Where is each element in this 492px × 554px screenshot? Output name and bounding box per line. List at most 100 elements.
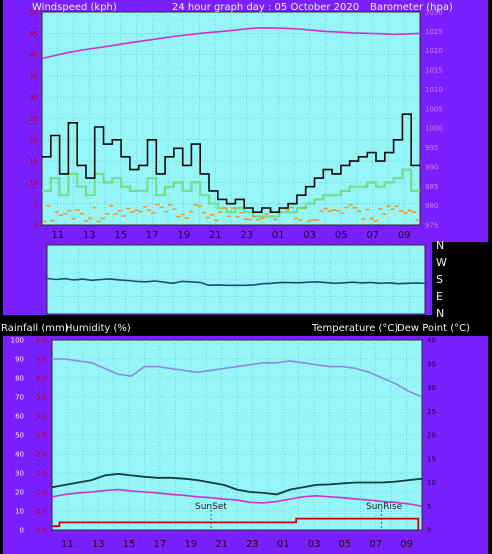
wind-low-mark <box>226 215 231 218</box>
wind-low-mark <box>151 212 156 214</box>
barometer-tick-label: 1025 <box>425 28 443 36</box>
wind-hour-tick-label: 13 <box>83 230 96 241</box>
wind-hour-tick-label: 01 <box>272 230 285 241</box>
wind-hour-tick-label: 05 <box>335 230 348 241</box>
barometer-tick-label: 995 <box>425 144 438 152</box>
wind-low-mark <box>331 209 336 211</box>
wind-low-mark <box>100 217 105 220</box>
wind-low-mark <box>361 218 366 220</box>
humidity-tick-label: 10 <box>15 508 24 516</box>
wind-low-mark <box>168 204 173 206</box>
temperature-tick-label: 0 <box>427 527 431 535</box>
wind-low-mark <box>205 216 210 219</box>
wind-speed-tick-label: 25 <box>29 115 38 123</box>
wind-speed-tick-label: 50 <box>29 9 38 17</box>
wind-low-mark <box>340 212 345 214</box>
barometer-tick-label: 980 <box>425 202 438 210</box>
wind-low-mark <box>189 210 194 213</box>
rainfall-tick-label: 3.5 <box>36 394 47 402</box>
barometer-tick-label: 985 <box>425 183 438 191</box>
wind-low-mark <box>294 217 299 220</box>
wind-low-mark <box>197 205 202 207</box>
wind-low-mark <box>352 206 357 209</box>
wind-speed-tick-label: 30 <box>29 94 38 102</box>
wind-low-mark <box>184 217 189 219</box>
temp-series <box>51 358 423 530</box>
direction-label-e: E <box>436 290 443 303</box>
wind-low-mark <box>84 220 89 222</box>
wind-low-mark <box>159 206 164 209</box>
graph-title: 24 hour graph day : 05 October 2020 <box>172 2 359 13</box>
wind-low-mark <box>218 211 223 213</box>
wind-hour-tick-label: 03 <box>303 230 316 241</box>
wind-low-mark <box>201 211 206 214</box>
direction-label-s: S <box>436 273 443 286</box>
temperature-tick-label: 10 <box>427 479 436 487</box>
temp-hour-tick-label: 17 <box>154 539 167 550</box>
wind-hour-tick-label: 17 <box>146 230 159 241</box>
wind-speed-tick-label: 5 <box>34 200 38 208</box>
temp-hour-tick-label: 07 <box>369 539 382 550</box>
wind-low-mark <box>155 203 160 206</box>
humidity-tick-label: 50 <box>15 432 24 440</box>
wind-low-mark <box>382 213 387 215</box>
wind-low-mark <box>327 210 332 212</box>
axis-ticks: 0510152025303540455097598098599099510001… <box>11 9 443 551</box>
wind-low-mark <box>357 210 362 213</box>
temperature-tick-label: 15 <box>427 455 436 463</box>
wind-low-mark <box>289 206 294 209</box>
wind-low-mark <box>411 211 416 213</box>
wind-low-mark <box>285 209 290 211</box>
wind-low-mark <box>193 204 198 206</box>
wind-low-mark <box>172 208 177 210</box>
wind-low-mark <box>134 209 139 212</box>
wind-low-mark <box>378 208 383 210</box>
wind-low-mark <box>210 213 215 216</box>
wind-low-mark <box>264 213 269 215</box>
rainfall-tick-label: 0.5 <box>36 508 47 516</box>
temperature-tick-label: 25 <box>427 408 436 416</box>
temperature-tick-label: 20 <box>427 432 436 440</box>
rainfall-tick-label: 5.0 <box>36 337 47 345</box>
wind-low-mark <box>399 210 404 212</box>
temperature-tick-label: 40 <box>427 337 436 345</box>
wind-low-mark <box>54 211 59 213</box>
dew-point-axis-title: Dew Point (°C) <box>397 323 470 334</box>
wind-low-mark <box>298 219 303 221</box>
wind-speed-tick-label: 15 <box>29 158 38 166</box>
humidity-tick-label: 60 <box>15 413 24 421</box>
humidity-tick-label: 40 <box>15 451 24 459</box>
wind-hour-tick-label: 23 <box>240 230 253 241</box>
wind-low-mark <box>42 220 47 223</box>
series-humidity-line <box>52 358 423 398</box>
wind-low-mark <box>235 215 240 218</box>
direction-label-w: W <box>436 256 447 269</box>
rainfall-tick-label: 1.5 <box>36 470 47 478</box>
temp-hour-tick-label: 13 <box>92 539 105 550</box>
temperature-axis-title: Temperature (°C) <box>311 323 398 334</box>
temp-hour-tick-label: 11 <box>61 539 74 550</box>
wind-low-mark <box>176 215 181 218</box>
barometer-tick-label: 1020 <box>425 47 443 55</box>
wind-low-mark <box>50 219 55 222</box>
barometer-tick-label: 1010 <box>425 86 443 94</box>
wind-hour-tick-label: 11 <box>51 230 64 241</box>
wind-series <box>41 27 421 223</box>
series-temperature-line <box>51 472 423 496</box>
wind-low-mark <box>75 209 80 211</box>
series-barometer-line <box>41 27 421 60</box>
wind-low-mark <box>252 215 257 218</box>
series-wind-gust-line <box>42 113 420 213</box>
rainfall-tick-label: 2.0 <box>36 451 47 459</box>
temp-hour-tick-label: 05 <box>339 539 352 550</box>
humidity-tick-label: 70 <box>15 394 24 402</box>
sunrise-label: SunRise <box>366 502 403 512</box>
wind-low-mark <box>239 212 244 214</box>
temp-hour-tick-label: 01 <box>277 539 290 550</box>
wind-low-mark <box>121 215 126 217</box>
wind-low-mark <box>306 220 311 223</box>
wind-speed-tick-label: 35 <box>29 72 38 80</box>
humidity-tick-label: 20 <box>15 489 24 497</box>
wind-low-mark <box>247 218 252 221</box>
rainfall-tick-label: 3.0 <box>36 413 47 421</box>
